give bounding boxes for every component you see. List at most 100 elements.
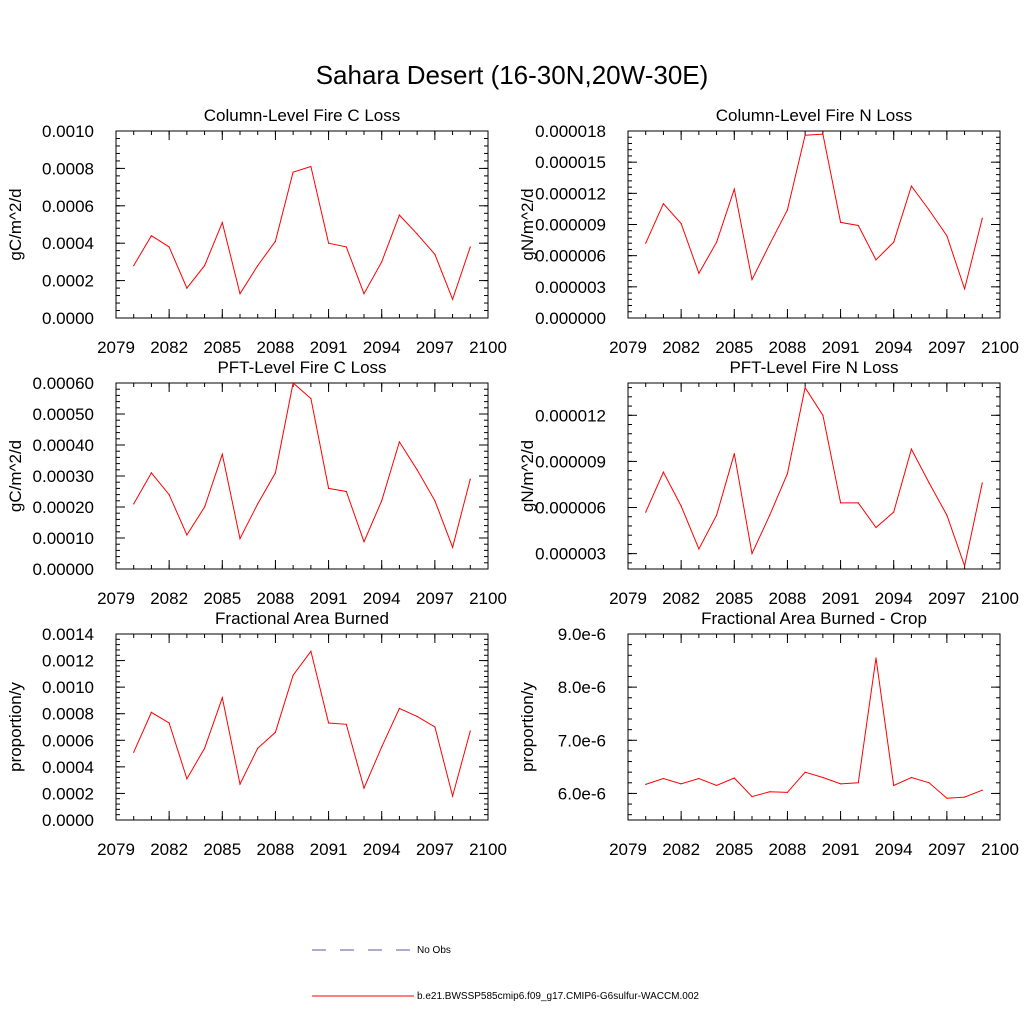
data-point xyxy=(416,469,418,471)
plot-frame xyxy=(627,633,1001,821)
data-point xyxy=(469,730,471,732)
x-tick-label: 2082 xyxy=(150,840,188,859)
data-point xyxy=(715,241,718,243)
x-tick-label: 2094 xyxy=(363,589,401,608)
panel-title: Column-Level Fire N Loss xyxy=(716,106,913,125)
y-axis-label: proportion/y xyxy=(6,682,25,772)
chart-panels: 2079 2082 2085 2088 2091 2094 2097 2100 0.0000 0.… xyxy=(6,106,1019,859)
data-point xyxy=(769,514,771,516)
panel-title: Column-Level Fire C Loss xyxy=(204,106,401,125)
data-point xyxy=(292,674,294,676)
data-point xyxy=(398,441,401,443)
data-point xyxy=(963,796,966,798)
y-tick-label: 9.0e-6 xyxy=(558,625,606,644)
data-point xyxy=(928,482,930,484)
data-point xyxy=(257,265,259,267)
data-point xyxy=(751,278,753,281)
data-point xyxy=(239,538,241,540)
chart-panel-2: 2079 2082 2085 2088 2091 2094 2097 2100 0.000000… xyxy=(518,106,1019,357)
y-tick-label: 6.0e-6 xyxy=(558,784,606,803)
data-point xyxy=(451,546,454,548)
y-tick-label: 0.000012 xyxy=(535,406,606,425)
data-point xyxy=(133,751,135,753)
data-point xyxy=(822,133,824,135)
data-point xyxy=(310,397,312,400)
y-tick-label: 0.000012 xyxy=(535,184,606,203)
y-tick-label: 0.0010 xyxy=(42,678,94,697)
x-tick-label: 2088 xyxy=(257,589,295,608)
series-line xyxy=(645,657,983,799)
data-point xyxy=(910,185,913,187)
y-tick-label: 0.00040 xyxy=(33,436,94,455)
y-tick-label: 7.0e-6 xyxy=(558,731,606,750)
data-point xyxy=(257,503,259,505)
x-tick-label: 2091 xyxy=(822,840,860,859)
series-line xyxy=(645,133,983,291)
series-line xyxy=(133,165,471,301)
data-point xyxy=(133,265,135,267)
data-point xyxy=(893,511,895,513)
data-point xyxy=(786,473,789,475)
data-point xyxy=(363,787,365,789)
data-point xyxy=(698,777,700,780)
data-point xyxy=(150,472,153,474)
y-axis-label: gC/m^2/d xyxy=(6,188,25,260)
data-point xyxy=(363,541,365,543)
data-point xyxy=(804,771,806,773)
y-tick-label: 0.000009 xyxy=(535,452,606,471)
data-point xyxy=(645,511,647,513)
x-tick-label: 2091 xyxy=(310,589,348,608)
data-point xyxy=(857,502,859,504)
y-tick-label: 0.00010 xyxy=(33,529,94,548)
y-axis-label: gC/m^2/d xyxy=(6,440,25,512)
x-tick-label: 2091 xyxy=(822,589,860,608)
data-point xyxy=(381,746,383,748)
data-point xyxy=(875,526,877,529)
data-point xyxy=(150,235,153,237)
plot-frame xyxy=(115,382,489,570)
data-point xyxy=(698,272,700,274)
panel-title: PFT-Level Fire N Loss xyxy=(729,358,898,377)
data-point xyxy=(221,453,223,455)
data-point xyxy=(168,246,170,248)
y-tick-label: 0.0006 xyxy=(42,731,94,750)
data-point xyxy=(963,565,966,567)
data-point xyxy=(946,235,948,237)
x-tick-label: 2085 xyxy=(715,338,753,357)
data-point xyxy=(434,726,436,728)
data-point xyxy=(804,134,806,136)
x-tick-label: 2094 xyxy=(875,589,913,608)
y-tick-label: 0.00020 xyxy=(33,498,94,517)
x-tick-label: 2091 xyxy=(310,840,348,859)
x-tick-label: 2082 xyxy=(662,338,700,357)
data-point xyxy=(893,241,895,243)
x-tick-label: 2094 xyxy=(875,338,913,357)
x-tick-label: 2079 xyxy=(97,589,135,608)
y-tick-label: 0.000006 xyxy=(535,247,606,266)
y-tick-label: 0.0002 xyxy=(42,784,94,803)
data-point xyxy=(751,553,753,555)
data-point xyxy=(875,259,877,261)
chart-panel-1: 2079 2082 2085 2088 2091 2094 2097 2100 0.0000 0.… xyxy=(6,106,507,357)
data-point xyxy=(186,287,188,289)
y-tick-label: 0.00030 xyxy=(33,467,94,486)
data-point xyxy=(946,797,948,799)
x-tick-label: 2085 xyxy=(715,840,753,859)
data-point xyxy=(398,214,401,216)
series-line xyxy=(133,382,471,549)
legend-model-label: b.e21.BWSSP585cmip6.f09_g17.CMIP6-G6sulf… xyxy=(417,991,699,1002)
x-tick-label: 2100 xyxy=(469,840,507,859)
data-point xyxy=(857,782,859,784)
data-point xyxy=(434,500,436,502)
series-line xyxy=(133,650,471,799)
data-point xyxy=(221,697,223,699)
data-point xyxy=(751,796,753,798)
data-point xyxy=(150,711,153,713)
y-tick-label: 0.0008 xyxy=(42,705,94,724)
plot-frame xyxy=(115,633,489,821)
data-point xyxy=(451,795,454,797)
data-point xyxy=(698,548,700,550)
x-tick-label: 2088 xyxy=(257,840,295,859)
x-tick-label: 2097 xyxy=(416,589,454,608)
data-point xyxy=(310,650,312,652)
